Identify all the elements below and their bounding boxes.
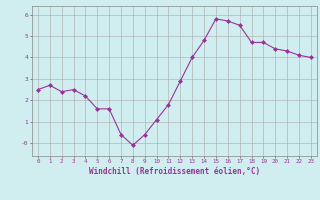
- X-axis label: Windchill (Refroidissement éolien,°C): Windchill (Refroidissement éolien,°C): [89, 167, 260, 176]
